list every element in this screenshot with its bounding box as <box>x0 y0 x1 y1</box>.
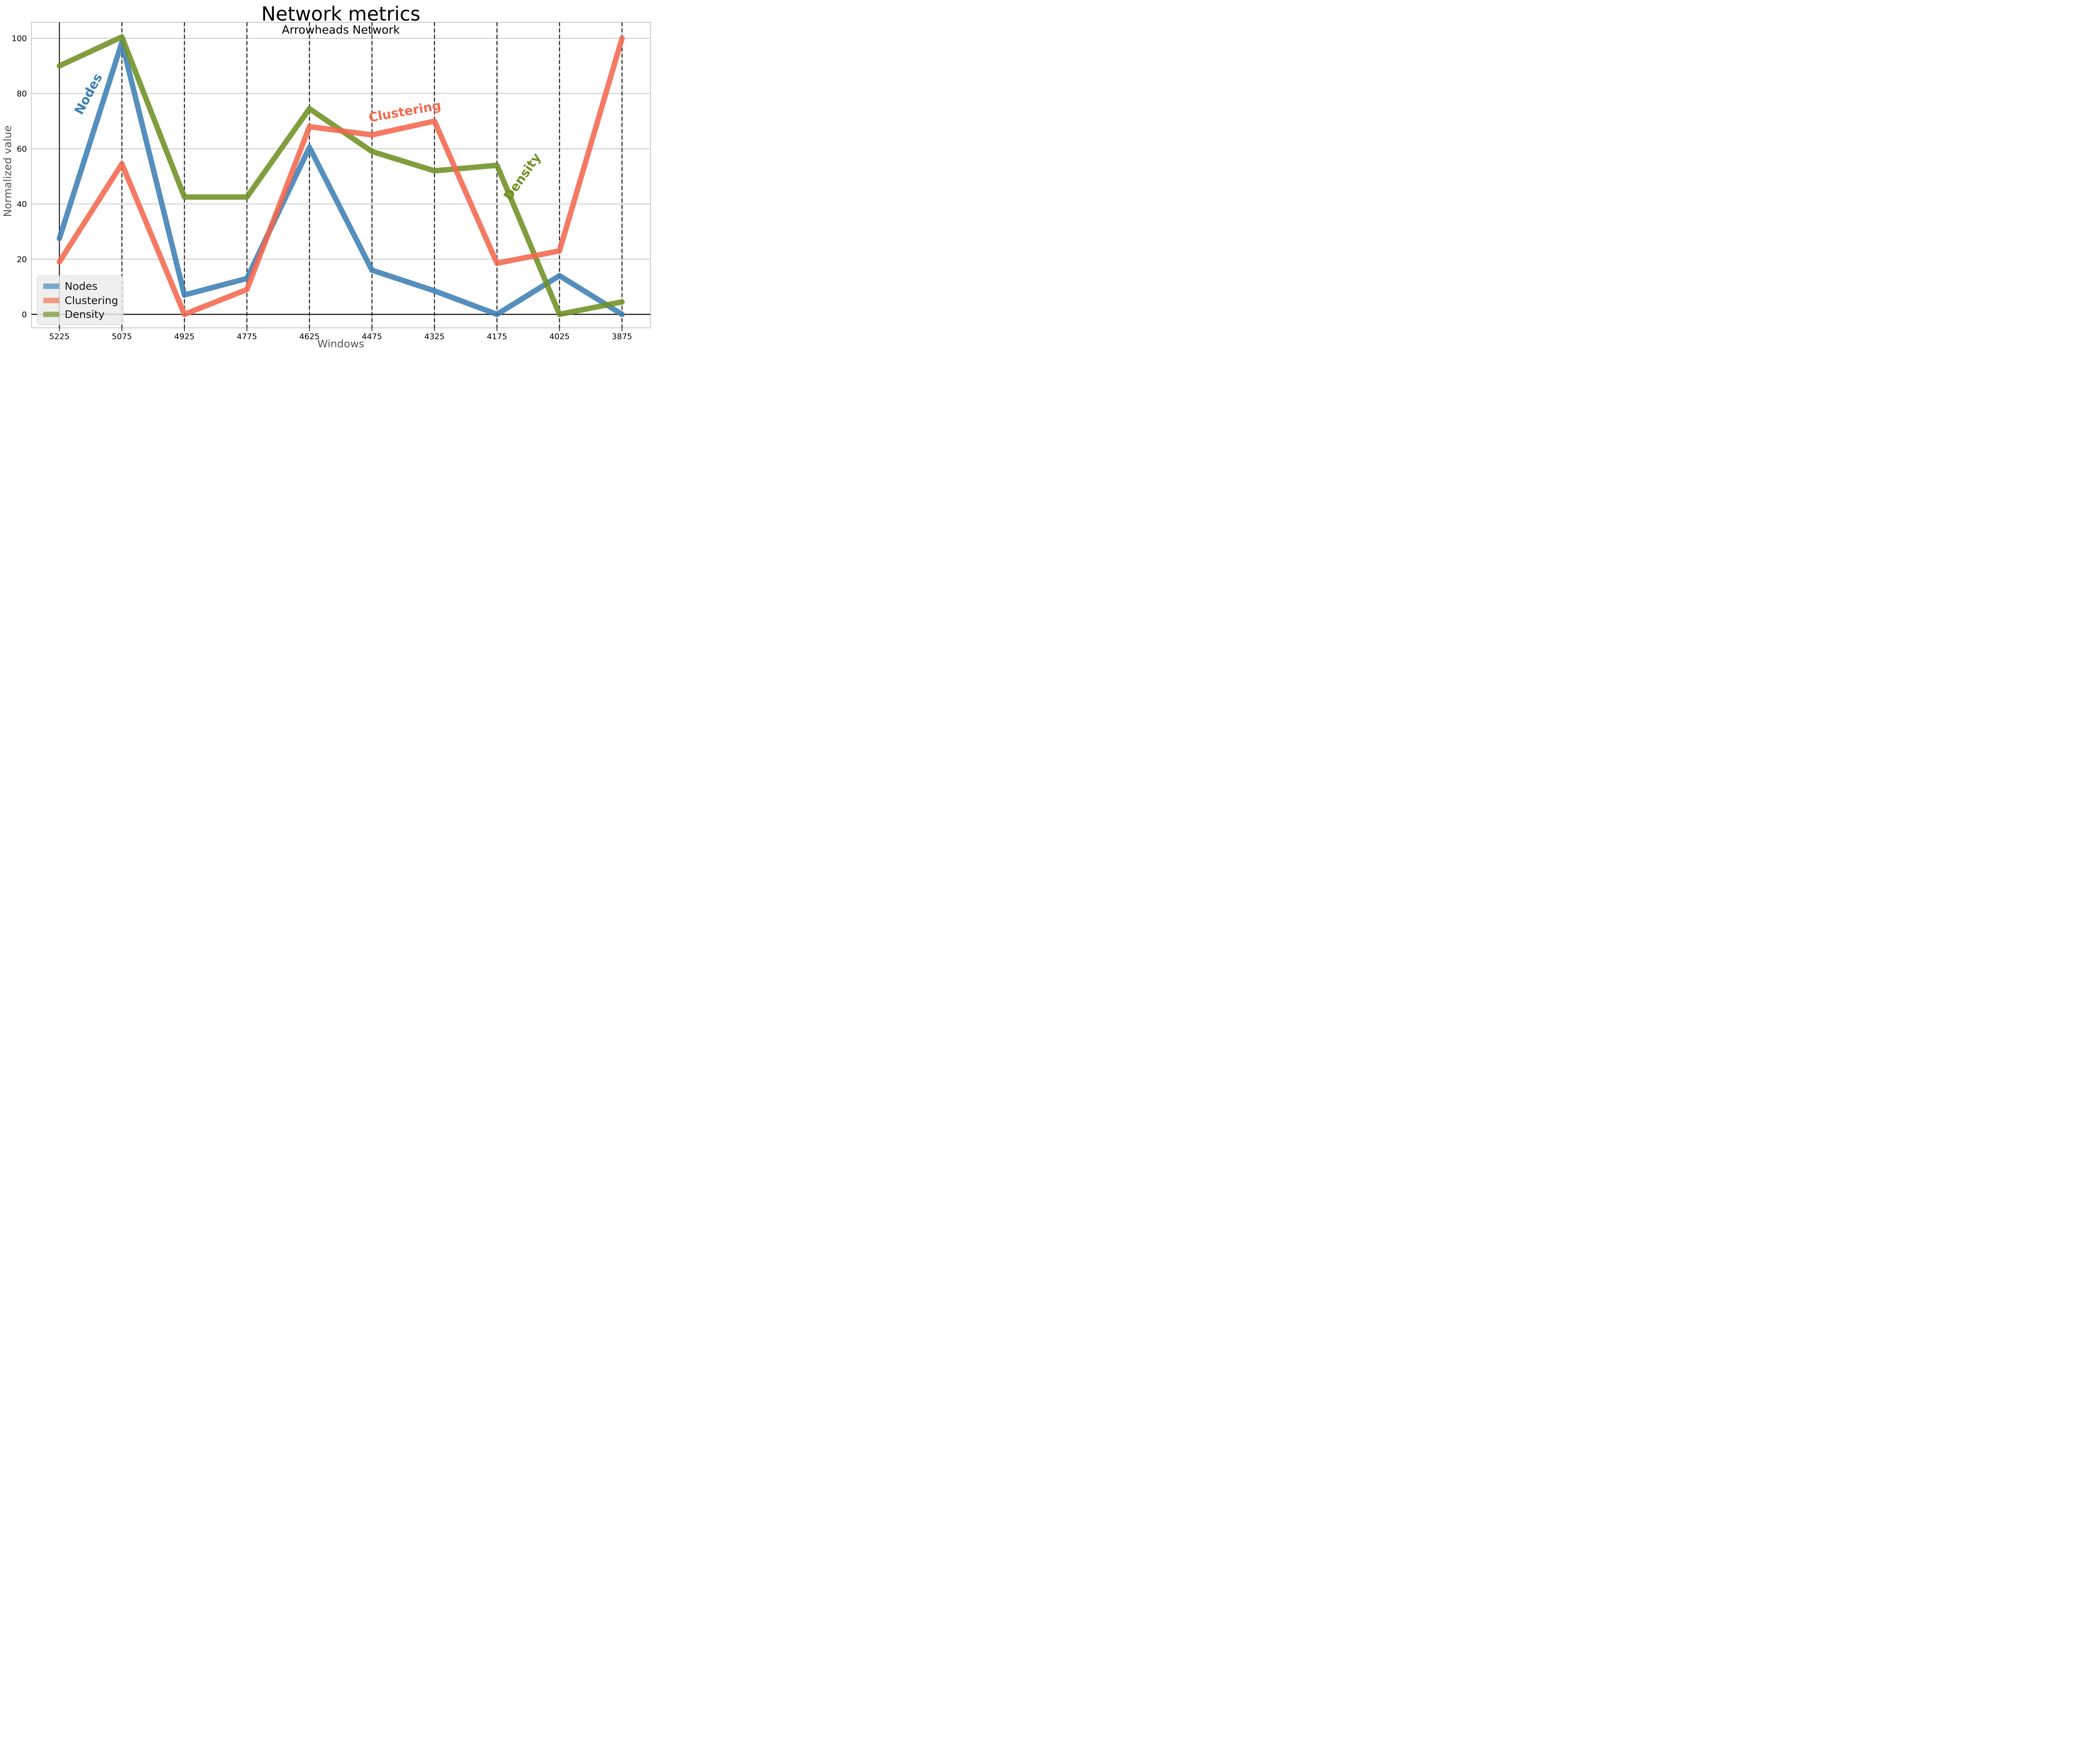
legend-swatch-density <box>43 312 59 317</box>
series-line-clustering <box>56 35 625 317</box>
x-tick-label: 4175 <box>487 332 507 341</box>
y-tick-label: 100 <box>12 34 27 43</box>
legend: Nodes Clustering Density <box>37 276 123 325</box>
x-tick-label: 3875 <box>612 332 632 341</box>
y-tick-label: 0 <box>22 310 27 319</box>
x-tick-label: 4325 <box>424 332 444 341</box>
x-tick-label: 4025 <box>549 332 570 341</box>
x-tick-label: 4775 <box>237 332 257 341</box>
legend-row-clustering: Clustering <box>43 295 118 306</box>
x-tick-label: 4625 <box>299 332 320 341</box>
legend-swatch-clustering <box>43 297 59 303</box>
legend-label-density: Density <box>65 308 105 320</box>
x-axis-label: Windows <box>317 338 365 350</box>
y-axis-label: Normalized value <box>1 125 14 217</box>
legend-row-nodes: Nodes <box>43 281 118 291</box>
legend-label-nodes: Nodes <box>65 280 98 292</box>
plot-area: 0 20 40 60 80 100 5225 5075 4925 4775 4625 4475 4325… <box>12 21 651 341</box>
series-line-nodes <box>56 39 625 317</box>
chart-title: Network metrics <box>261 3 420 25</box>
y-tick-label: 40 <box>17 200 27 209</box>
y-tick-label: 80 <box>17 89 27 99</box>
legend-swatch-nodes <box>43 284 59 289</box>
y-tick-label: 20 <box>17 255 27 264</box>
x-tick-label: 4475 <box>362 332 382 341</box>
figure: 0 20 40 60 80 100 5225 5075 4925 4775 4625 4475 4325… <box>0 0 655 353</box>
legend-label-clustering: Clustering <box>65 294 118 307</box>
y-tick-label: 60 <box>17 144 27 154</box>
chart-subtitle: Arrowheads Network <box>282 24 400 37</box>
x-tick-label: 4925 <box>174 332 194 341</box>
x-tick-label: 5075 <box>112 332 132 341</box>
x-tick-label: 5225 <box>49 332 69 341</box>
legend-row-density: Density <box>43 309 118 320</box>
